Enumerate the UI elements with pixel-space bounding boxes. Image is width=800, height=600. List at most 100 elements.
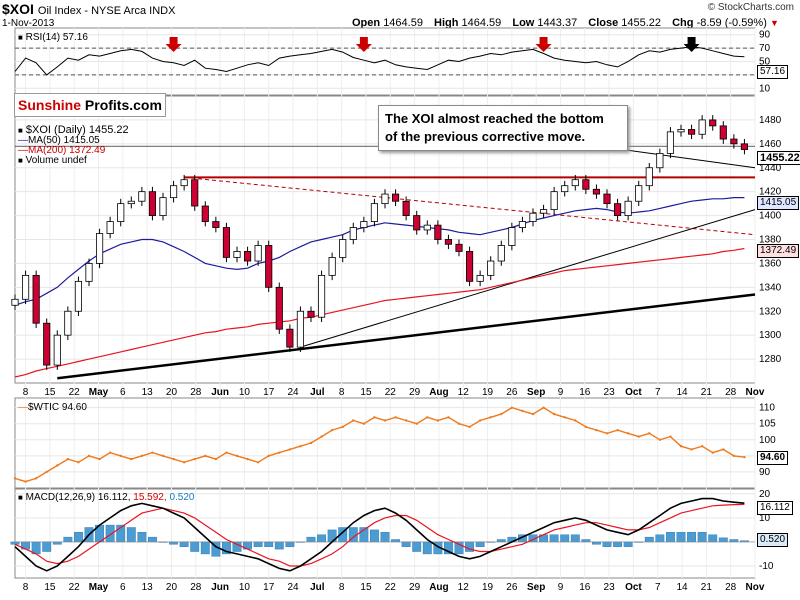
- histogram-bar: [422, 541, 432, 555]
- macd-tick-label: 20: [759, 489, 771, 500]
- wtic-point: [563, 416, 566, 419]
- x-tick-label: Aug: [429, 387, 448, 398]
- wtic-point: [521, 409, 524, 413]
- volume-legend: ■ Volume undef: [18, 155, 87, 166]
- wtic-point: [140, 454, 144, 458]
- wtic-point: [447, 416, 450, 419]
- x-tick-label: 7: [655, 387, 661, 398]
- wtic-point: [373, 416, 376, 419]
- legend-square-icon: ■: [18, 493, 23, 502]
- legend-square-icon: ■: [18, 126, 23, 135]
- histogram-bar: [380, 532, 390, 543]
- wtic-point: [309, 441, 313, 445]
- close-label: Close: [588, 17, 619, 29]
- wtic-point: [383, 419, 387, 422]
- x-tick-label: Jul: [310, 387, 325, 398]
- chg-value: -8.59 (-0.59%): [696, 17, 767, 29]
- x-tick-label: 10: [239, 582, 251, 593]
- histogram-bar: [10, 541, 20, 545]
- x-tick-label: Nov: [746, 387, 765, 398]
- candle-body: [434, 224, 442, 240]
- wtic-point: [204, 454, 207, 458]
- candle-body: [106, 221, 114, 234]
- symbol: $XOI: [2, 1, 34, 17]
- candle-body: [423, 224, 431, 231]
- candle-body: [550, 191, 558, 211]
- wtic-point: [320, 435, 323, 438]
- x-axis: 8 15 22 May 6 13 20 28 Jun 10 17 24 Jul 8 15 22 29 Aug 12 1…: [23, 387, 765, 593]
- wtic-point: [626, 432, 630, 435]
- macd-panel: -1001020: [10, 489, 774, 572]
- histogram-bar: [666, 532, 675, 543]
- candle-body: [254, 245, 262, 262]
- wtic-point: [478, 419, 482, 422]
- x-tick-label: 24: [287, 582, 299, 593]
- candle-body: [645, 167, 653, 187]
- histogram-bar: [697, 532, 707, 543]
- histogram-bar: [253, 541, 263, 547]
- wtic-point: [288, 448, 292, 451]
- candle-body: [603, 193, 611, 205]
- open-value: 1464.59: [383, 17, 423, 29]
- macd-value-tag: 16.112: [757, 501, 793, 515]
- ma200-line: [14, 247, 745, 378]
- x-tick-label: 14: [676, 582, 688, 593]
- wtic-point: [108, 451, 112, 454]
- x-tick-label: 16: [579, 387, 591, 398]
- down-triangle-icon: ▼: [769, 18, 779, 28]
- histogram-bar: [370, 529, 379, 543]
- x-tick-label: 14: [676, 387, 688, 398]
- high-label: High: [434, 17, 459, 29]
- x-tick-label: May: [89, 387, 109, 398]
- candle-body: [455, 243, 463, 252]
- histogram-bar: [729, 539, 739, 543]
- logo-part1: Sunshine: [18, 97, 82, 113]
- candle-body: [53, 334, 61, 366]
- ma50-legend: —MA(50) 1415.05: [18, 135, 100, 146]
- ma200-legend-text: MA(200) 1372.49: [28, 145, 106, 156]
- price-tick-label: 1460: [759, 139, 782, 150]
- brand-link[interactable]: © StockCharts.com: [707, 2, 794, 13]
- x-tick-label: 26: [506, 387, 518, 398]
- wtic-point: [182, 461, 186, 464]
- wtic-point: [34, 477, 38, 480]
- wtic-point: [658, 438, 662, 441]
- x-tick-label: Jun: [211, 582, 229, 593]
- x-tick-label: 13: [142, 582, 154, 593]
- wtic-point: [552, 412, 556, 416]
- candle-body: [180, 179, 188, 187]
- hist-legend-text: 0.520: [169, 492, 195, 503]
- histogram-bar: [401, 541, 411, 547]
- volume-legend-text: Volume undef: [25, 155, 87, 166]
- chart-date: 1-Nov-2013: [2, 18, 55, 29]
- candle-body: [465, 251, 474, 282]
- x-tick-label: 8: [339, 582, 345, 593]
- candle-body: [138, 191, 146, 202]
- price-tick-label: 1480: [759, 115, 782, 126]
- wtic-point: [648, 432, 651, 435]
- wtic-point: [246, 457, 249, 461]
- histogram-bar: [306, 536, 316, 543]
- wtic-point: [637, 435, 640, 438]
- down-arrow-icon: [355, 37, 372, 52]
- histogram-bar: [274, 541, 284, 550]
- rsi-value-tag: 57.16: [757, 65, 789, 79]
- wtic-point: [267, 454, 270, 458]
- candle-body: [592, 188, 600, 195]
- candle-body: [413, 215, 421, 231]
- candle-body: [64, 310, 72, 336]
- candle-body: [328, 257, 336, 276]
- ma200-swatch-icon: —: [18, 145, 28, 156]
- rsi-tick-label: 70: [759, 43, 771, 54]
- wtic-point: [732, 454, 736, 458]
- histogram-bar: [147, 536, 157, 543]
- x-tick-label: 29: [409, 387, 421, 398]
- candle-body: [233, 251, 241, 258]
- wtic-point: [711, 451, 714, 454]
- ma50-value-tag: 1415.05: [757, 196, 800, 210]
- histogram-bar: [190, 541, 200, 552]
- x-tick-label: 16: [579, 582, 591, 593]
- low-value: 1443.37: [537, 17, 578, 29]
- macd-tick-label: -10: [759, 561, 774, 572]
